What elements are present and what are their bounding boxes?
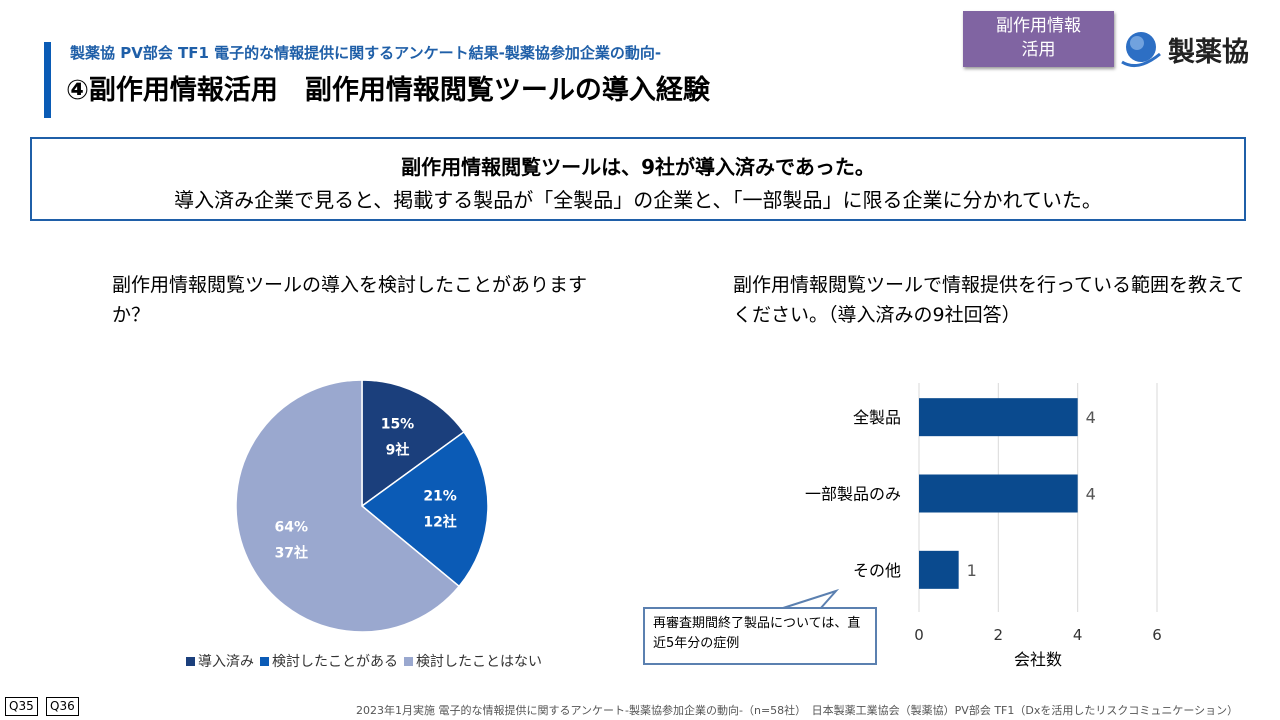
y-category-label: 全製品 [853, 408, 901, 427]
x-axis-label: 会社数 [1014, 650, 1062, 669]
x-tick-label: 4 [1073, 626, 1083, 644]
page-subtitle: 製薬協 PV部会 TF1 電子的な情報提供に関するアンケート結果-製薬協参加企業… [70, 44, 662, 62]
pie-percent-label: 15% [381, 416, 415, 432]
pie-slice [360, 430, 489, 588]
logo-text: 製薬協 [1168, 36, 1249, 68]
question-1: 副作用情報閲覧ツールの導入を検討したことがありますか？ [112, 274, 588, 326]
page-title: ④副作用情報活用 副作用情報閲覧ツールの導入経験 [66, 75, 710, 106]
pie-count-label: 12社 [423, 513, 456, 530]
globe-logo-icon [1121, 32, 1161, 68]
pie-percent-label: 21% [423, 488, 457, 504]
pie-slice [361, 379, 465, 508]
callout-note: 再審査期間終了製品については、直近5年分の症例 [643, 607, 877, 665]
legend-item: 検討したことがある [260, 651, 398, 671]
bar [919, 550, 959, 589]
summary-box: 副作用情報閲覧ツールは、9社が導入済みであった。 導入済み企業で見ると、掲載する… [30, 137, 1246, 221]
x-tick-label: 6 [1152, 626, 1162, 644]
badge-text: 副作用情報 活用 [996, 16, 1081, 60]
bar [919, 398, 1078, 437]
legend-label: 検討したことはない [416, 654, 542, 670]
pie-slice [235, 379, 461, 633]
bar [919, 474, 1078, 513]
legend-label: 検討したことがある [272, 654, 398, 670]
question-2: 副作用情報閲覧ツールで情報提供を行っている範囲を教えてください。（導入済みの9社… [733, 274, 1245, 326]
legend-item: 導入済み [186, 651, 254, 671]
q-tag: Q35 [5, 697, 38, 716]
bar-value-label: 4 [1086, 485, 1096, 504]
legend-item: 検討したことはない [404, 651, 542, 671]
q-tag: Q36 [46, 697, 79, 716]
category-badge: 副作用情報 活用 [963, 11, 1114, 67]
legend-label: 導入済み [198, 654, 254, 670]
y-category-label: その他 [853, 561, 901, 580]
logo: 製薬協 [1120, 28, 1249, 70]
summary-detail: 導入済み企業で見ると、掲載する製品が「全製品」の企業と、「一部製品」に限る企業に… [174, 188, 1102, 212]
pie-legend: 導入済み 検討したことがある 検討したことはない [186, 651, 542, 671]
footer-note: 2023年1月実施 電子的な情報提供に関するアンケート-製薬協参加企業の動向-（… [356, 704, 1239, 717]
pie-count-label: 37社 [275, 544, 308, 561]
x-tick-label: 2 [994, 626, 1004, 644]
title-accent-bar [44, 42, 51, 118]
pie-count-label: 9社 [386, 441, 410, 458]
bar-value-label: 4 [1086, 408, 1096, 427]
summary-headline: 副作用情報閲覧ツールは、9社が導入済みであった。 [401, 155, 875, 179]
pie-percent-label: 64% [275, 519, 309, 535]
y-category-label: 一部製品のみ [805, 485, 901, 504]
bar-value-label: 1 [967, 561, 977, 580]
x-tick-label: 0 [914, 626, 924, 644]
